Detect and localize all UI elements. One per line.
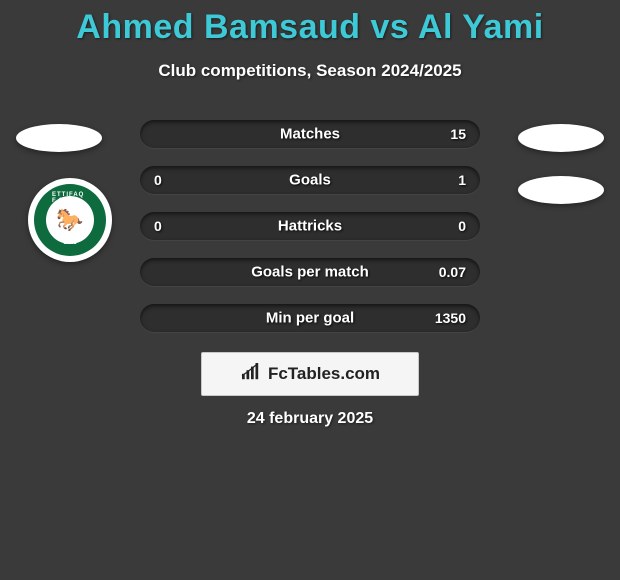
bar-chart-icon: [240, 363, 262, 386]
brand-text: FcTables.com: [268, 364, 380, 384]
page-title: Ahmed Bamsaud vs Al Yami: [0, 0, 620, 47]
stat-pill: 0 Goals 1: [140, 166, 480, 194]
stats-list: Matches 15 0 Goals 1 0 Hattricks 0 Goals…: [0, 120, 620, 350]
stat-pill: Goals per match 0.07: [140, 258, 480, 286]
stat-label: Hattricks: [278, 218, 342, 235]
stat-pill: Matches 15: [140, 120, 480, 148]
stat-label: Goals per match: [251, 264, 369, 281]
stat-left-value: 0: [154, 172, 162, 188]
date-text: 24 february 2025: [247, 410, 373, 428]
stat-right-value: 15: [450, 126, 466, 142]
stat-label: Matches: [280, 126, 340, 143]
stat-right-value: 0.07: [439, 264, 466, 280]
stat-pill: Min per goal 1350: [140, 304, 480, 332]
page-subtitle: Club competitions, Season 2024/2025: [0, 61, 620, 81]
stat-pill: 0 Hattricks 0: [140, 212, 480, 240]
stat-left-value: 0: [154, 218, 162, 234]
stat-right-value: 1350: [435, 310, 466, 326]
stat-row-matches: Matches 15: [140, 120, 480, 148]
stat-right-value: 1: [458, 172, 466, 188]
stat-row-mpg: Min per goal 1350: [140, 304, 480, 332]
stat-row-goals: 0 Goals 1: [140, 166, 480, 194]
stat-row-gpm: Goals per match 0.07: [140, 258, 480, 286]
stat-label: Goals: [289, 172, 331, 189]
brand-watermark: FcTables.com: [201, 352, 419, 396]
stat-right-value: 0: [458, 218, 466, 234]
stat-label: Min per goal: [266, 310, 354, 327]
stat-row-hattricks: 0 Hattricks 0: [140, 212, 480, 240]
comparison-card: Ahmed Bamsaud vs Al Yami Club competitio…: [0, 0, 620, 580]
